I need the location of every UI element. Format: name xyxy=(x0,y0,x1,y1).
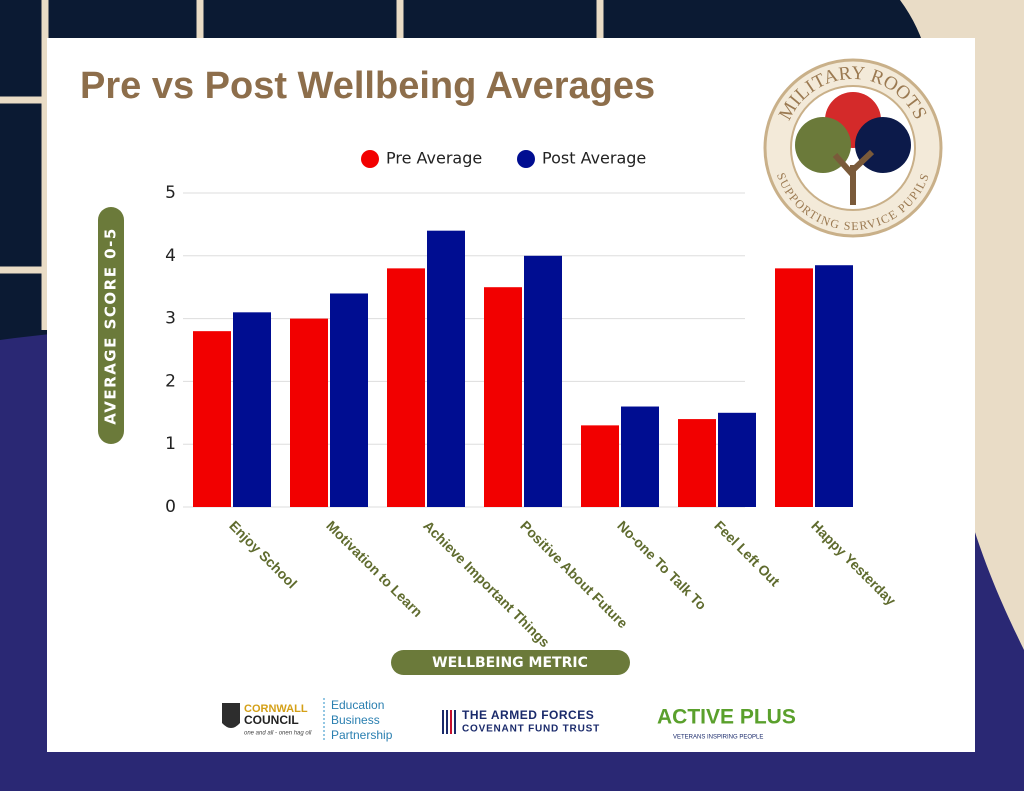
x-axis-label: WELLBEING METRIC xyxy=(432,655,588,671)
bar xyxy=(427,230,465,507)
afcft-bars xyxy=(442,710,456,734)
y-tick-label: 0 xyxy=(165,497,176,517)
bar xyxy=(290,318,328,507)
legend-swatch xyxy=(517,150,535,168)
legend-label: Pre Average xyxy=(386,149,482,168)
bar xyxy=(193,331,231,507)
footer: CORNWALL COUNCIL one and all - onen hag … xyxy=(222,698,796,742)
badge-circle xyxy=(855,117,911,173)
motto-text: one and all - onen hag oll xyxy=(244,731,312,737)
legend-swatch xyxy=(361,150,379,168)
y-tick-label: 5 xyxy=(165,183,176,203)
ebp-text: Business xyxy=(331,713,380,727)
legend-label: Post Average xyxy=(542,149,646,168)
badge-tree xyxy=(832,149,875,205)
chart-title: Pre vs Post Wellbeing Averages xyxy=(80,65,655,107)
bar xyxy=(815,265,853,507)
bar xyxy=(387,268,425,507)
y-axis-label: AVERAGE SCORE 0-5 xyxy=(102,227,120,425)
afcft-text: THE ARMED FORCES xyxy=(462,708,594,722)
council-text: COUNCIL xyxy=(244,713,299,727)
badge: MILITARY ROOTS SUPPORTING SERVICE PUPILS xyxy=(763,58,943,238)
bar xyxy=(678,419,716,507)
x-label-pill xyxy=(391,650,630,675)
bar xyxy=(718,412,756,507)
y-tick-label: 1 xyxy=(165,434,176,454)
ebp-text: Partnership xyxy=(331,728,393,742)
bar xyxy=(233,312,271,507)
active-plus-text: ACTIVE PLUS xyxy=(657,706,796,729)
y-tick-label: 3 xyxy=(165,309,176,329)
y-tick-label: 4 xyxy=(165,246,176,266)
cornwall-crest xyxy=(222,703,240,728)
cornwall-text: CORNWALL xyxy=(244,703,308,715)
afcft-text: COVENANT FUND TRUST xyxy=(462,724,600,735)
bar xyxy=(581,425,619,507)
ebp-text: Education xyxy=(331,698,384,712)
bar xyxy=(330,293,368,507)
bar xyxy=(524,255,562,507)
bar xyxy=(621,406,659,507)
bar xyxy=(775,268,813,507)
y-tick-label: 2 xyxy=(165,371,176,391)
y-label-pill xyxy=(98,207,124,444)
bar xyxy=(484,287,522,507)
active-plus-sub: VETERANS INSPIRING PEOPLE xyxy=(673,735,763,741)
